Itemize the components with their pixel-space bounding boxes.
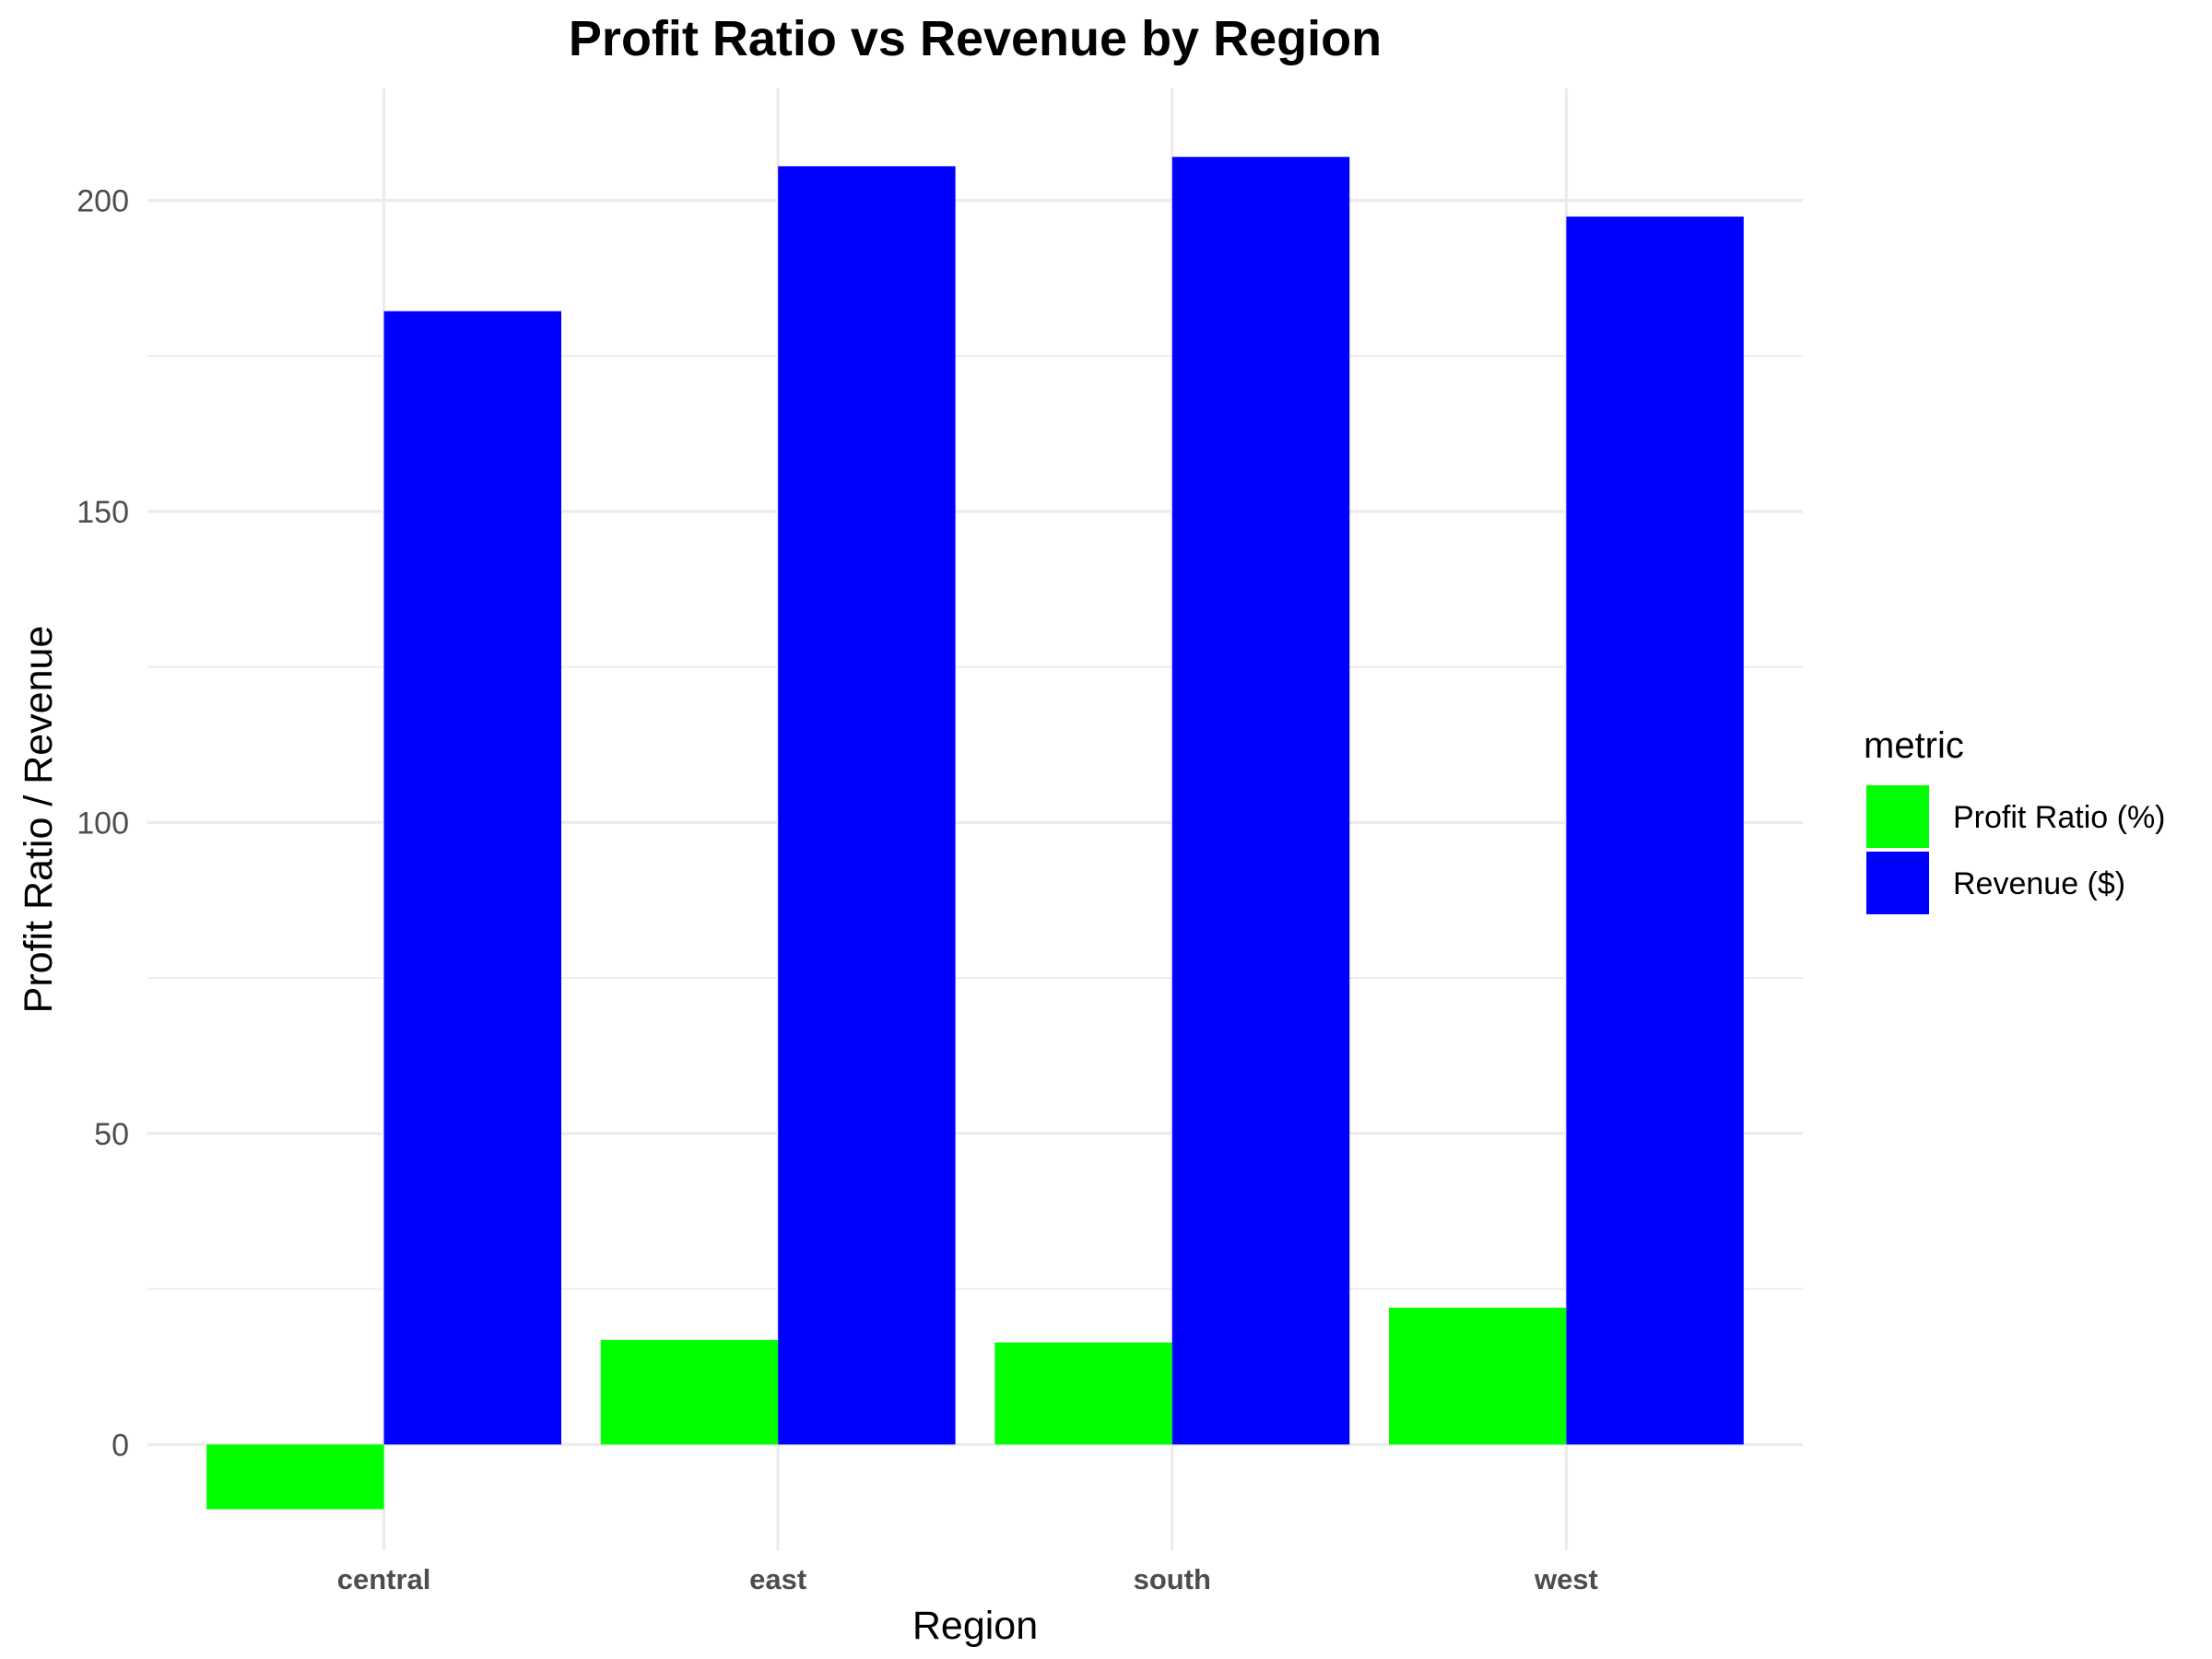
y-tick-label: 100: [76, 806, 129, 841]
x-axis-ticks: central east south west: [337, 1563, 1598, 1595]
x-tick-label: central: [337, 1563, 431, 1595]
y-axis-title: Profit Ratio / Revenue: [17, 626, 61, 1014]
legend: metric Profit Ratio (%) Revenue ($): [1864, 725, 2166, 914]
legend-key-profit-ratio: [1866, 785, 1929, 848]
bar-revenue-west: [1566, 217, 1744, 1445]
legend-label-profit-ratio: Profit Ratio (%): [1953, 800, 2166, 835]
bar-profit-ratio-west: [1389, 1307, 1567, 1445]
bar-revenue-east: [778, 166, 956, 1445]
y-axis-ticks: 0 50 100 150 200: [76, 183, 129, 1463]
y-tick-label: 0: [112, 1428, 129, 1463]
y-tick-label: 50: [94, 1117, 129, 1152]
bar-profit-ratio-central: [206, 1444, 384, 1510]
chart-title: Profit Ratio vs Revenue by Region: [569, 11, 1382, 66]
x-tick-label: east: [749, 1563, 806, 1595]
y-tick-label: 150: [76, 495, 129, 530]
y-tick-label: 200: [76, 183, 129, 218]
bar-profit-ratio-south: [994, 1342, 1172, 1445]
bar-revenue-south: [1171, 157, 1350, 1445]
bar-profit-ratio-east: [600, 1339, 779, 1445]
legend-title: metric: [1864, 725, 1964, 766]
legend-label-revenue: Revenue ($): [1953, 866, 2125, 901]
bar-revenue-central: [383, 311, 561, 1445]
x-tick-label: west: [1534, 1563, 1598, 1595]
x-axis-title: Region: [912, 1604, 1038, 1648]
x-tick-label: south: [1134, 1563, 1211, 1595]
bars: [206, 157, 1744, 1510]
legend-key-revenue: [1866, 852, 1929, 914]
